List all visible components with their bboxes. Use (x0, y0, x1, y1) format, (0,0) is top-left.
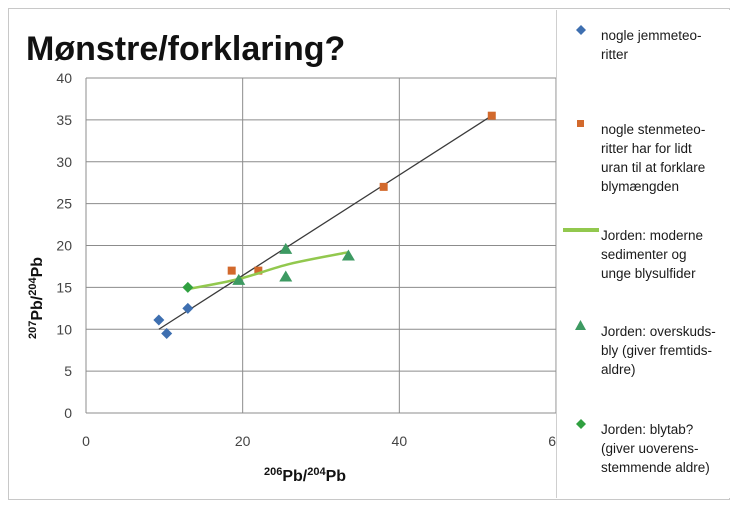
y-tick-label: 20 (56, 238, 72, 254)
data-point-square (254, 266, 263, 275)
gridlines (85, 77, 557, 414)
green-triangle-icon (575, 320, 586, 330)
green-diamond-icon (576, 419, 586, 429)
y-axis-sup1: 207 (27, 321, 39, 339)
legend-label: Jorden: overskuds- bly (giver fremtids- … (601, 324, 716, 377)
y-axis-base2: Pb (29, 257, 46, 278)
data-point-diamond (161, 327, 173, 339)
y-tick-label: 40 (56, 70, 72, 86)
blue-diamond-icon (576, 25, 586, 35)
data-point-square (379, 182, 388, 191)
y-tick-label: 10 (56, 321, 72, 337)
data-series (153, 111, 496, 339)
y-tick-label: 25 (56, 196, 72, 212)
x-axis-base2: Pb (326, 468, 347, 485)
legend-label: Jorden: moderne sedimenter og unge blysu… (601, 228, 704, 281)
x-axis-sup1: 206 (264, 466, 282, 478)
data-point-triangle (341, 249, 355, 261)
y-tick-label: 15 (56, 279, 72, 295)
data-point-diamond (153, 314, 165, 326)
y-axis-title: 207Pb/204Pb (27, 257, 46, 339)
y-tick-label: 5 (64, 363, 72, 379)
y-axis-base1: Pb/ (29, 295, 46, 320)
x-axis-base1: Pb/ (282, 468, 307, 485)
data-point-triangle (279, 270, 293, 282)
chart-title: Mønstre/forklaring? (26, 30, 345, 68)
x-tick-label: 20 (235, 433, 251, 449)
legend: nogle jemmeteo- ritter nogle stenmeteo- … (556, 10, 731, 498)
data-point-triangle (279, 242, 293, 254)
x-axis-sup2: 204 (307, 466, 326, 478)
y-tick-label: 35 (56, 112, 72, 128)
data-point-triangle (232, 273, 246, 285)
data-point-square (227, 266, 236, 275)
y-tick-label: 30 (56, 154, 72, 170)
x-tick-label: 0 (82, 433, 90, 449)
isochron-line (158, 115, 493, 330)
data-point-diamond (182, 302, 194, 314)
y-tick-label: 0 (64, 405, 72, 421)
green-line-icon (563, 228, 599, 232)
legend-label: nogle jemmeteo- ritter (601, 28, 702, 62)
data-point-diamond (182, 281, 194, 293)
data-point-square (487, 111, 496, 120)
x-axis-title: 206Pb/204Pb (264, 466, 346, 485)
series-line-2 (187, 250, 349, 291)
legend-label: nogle stenmeteo- ritter har for lidt ura… (601, 122, 706, 194)
legend-label: Jorden: blytab? (giver uoverens- stemmen… (601, 422, 710, 475)
y-axis-sup2: 204 (27, 277, 39, 296)
x-tick-label: 40 (392, 433, 408, 449)
orange-square-icon (577, 120, 584, 127)
